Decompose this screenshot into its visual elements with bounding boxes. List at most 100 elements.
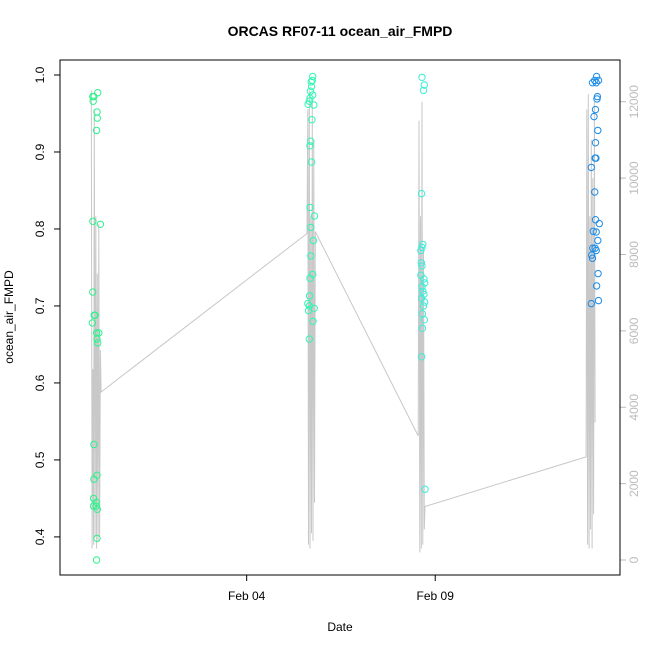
data-point <box>592 246 600 255</box>
data-point <box>308 116 316 124</box>
data-point <box>92 556 101 564</box>
data-point <box>417 353 426 361</box>
data-point <box>418 243 426 252</box>
data-point <box>310 212 319 220</box>
data-point <box>418 262 426 270</box>
data-point <box>420 290 428 299</box>
data-point <box>592 79 600 87</box>
data-point <box>588 254 597 262</box>
data-point <box>92 498 100 506</box>
y-tick-label: 0.9 <box>33 143 47 160</box>
data-point <box>594 236 602 245</box>
data-point <box>595 219 603 228</box>
y2-tick-label: 8000 <box>627 241 641 268</box>
data-point <box>89 494 98 503</box>
y2-tick-label: 0 <box>627 556 641 563</box>
data-point <box>417 246 425 255</box>
data-point <box>417 189 426 198</box>
data-point <box>90 440 98 449</box>
points-layer <box>88 72 603 564</box>
data-point <box>420 275 428 283</box>
data-point <box>93 335 101 343</box>
axes-layer: 0.4 0.5 0.6 0.7 0.8 0.9 1.0 0 2000 4000 6000 8000 10… <box>33 66 641 603</box>
x-tick-label: Feb 09 <box>417 589 455 603</box>
data-point <box>309 72 317 81</box>
data-point <box>306 203 314 212</box>
data-point <box>93 505 102 513</box>
data-point <box>90 92 98 101</box>
data-point <box>417 259 425 267</box>
data-point <box>591 216 600 224</box>
data-point <box>307 223 315 232</box>
data-point <box>591 105 600 114</box>
y-tick-label: 0.4 <box>33 528 47 545</box>
data-point <box>309 317 317 325</box>
data-point <box>421 298 429 306</box>
data-point <box>305 292 314 300</box>
y-axis-label: ocean_air_FMPD <box>2 270 16 364</box>
y-tick-label: 0.5 <box>33 451 47 468</box>
data-point <box>587 299 595 308</box>
data-point <box>588 251 596 259</box>
y-tick-label: 1.0 <box>33 66 47 83</box>
data-point <box>307 158 316 166</box>
data-point <box>306 274 314 282</box>
data-point <box>589 227 597 236</box>
data-point <box>92 502 100 510</box>
data-point <box>587 163 595 172</box>
data-point <box>419 302 428 310</box>
data-point <box>592 72 601 81</box>
data-point <box>593 95 601 103</box>
data-point <box>91 311 99 319</box>
data-point <box>89 97 97 105</box>
data-point <box>594 296 603 305</box>
data-point <box>307 78 315 86</box>
data-point <box>590 112 598 121</box>
data-point <box>307 252 315 260</box>
data-point <box>94 339 102 347</box>
data-point <box>92 126 101 135</box>
y2-tick-label: 4000 <box>627 394 641 421</box>
data-point <box>418 73 426 82</box>
data-point <box>420 81 428 89</box>
data-point <box>592 228 600 236</box>
data-point <box>93 471 101 479</box>
data-point <box>305 335 313 343</box>
data-point <box>420 316 428 324</box>
data-point <box>306 142 314 150</box>
x-axis-label: Date <box>327 620 353 634</box>
data-point <box>591 154 599 162</box>
data-point <box>93 534 101 543</box>
data-point <box>591 188 599 196</box>
data-point <box>94 89 102 97</box>
data-point <box>419 86 428 95</box>
data-point <box>419 287 427 295</box>
data-point <box>307 82 316 91</box>
altitude-line-layer <box>90 90 596 553</box>
data-point <box>93 114 102 122</box>
y-tick-label: 0.8 <box>33 220 47 237</box>
y-tick-label: 0.7 <box>33 297 47 314</box>
data-point <box>594 269 602 278</box>
chart-title: ORCAS RF07-11 ocean_air_FMPD <box>228 23 453 39</box>
altitude-line <box>90 90 596 553</box>
data-point <box>591 139 600 147</box>
data-point <box>88 319 97 327</box>
data-point <box>89 288 97 296</box>
y2-tick-label: 2000 <box>627 470 641 497</box>
data-point <box>306 87 315 95</box>
data-point <box>304 100 312 109</box>
data-point <box>418 324 427 332</box>
data-point <box>96 220 105 229</box>
x-tick-label: Feb 04 <box>228 589 266 603</box>
data-point <box>594 126 602 135</box>
data-point <box>310 101 318 109</box>
data-point <box>588 79 597 87</box>
plot-frame <box>59 59 621 576</box>
data-point <box>421 485 429 493</box>
data-point <box>307 137 315 145</box>
y2-tick-label: 10000 <box>627 161 641 195</box>
data-point <box>309 236 318 245</box>
y2-tick-label: 6000 <box>627 317 641 344</box>
